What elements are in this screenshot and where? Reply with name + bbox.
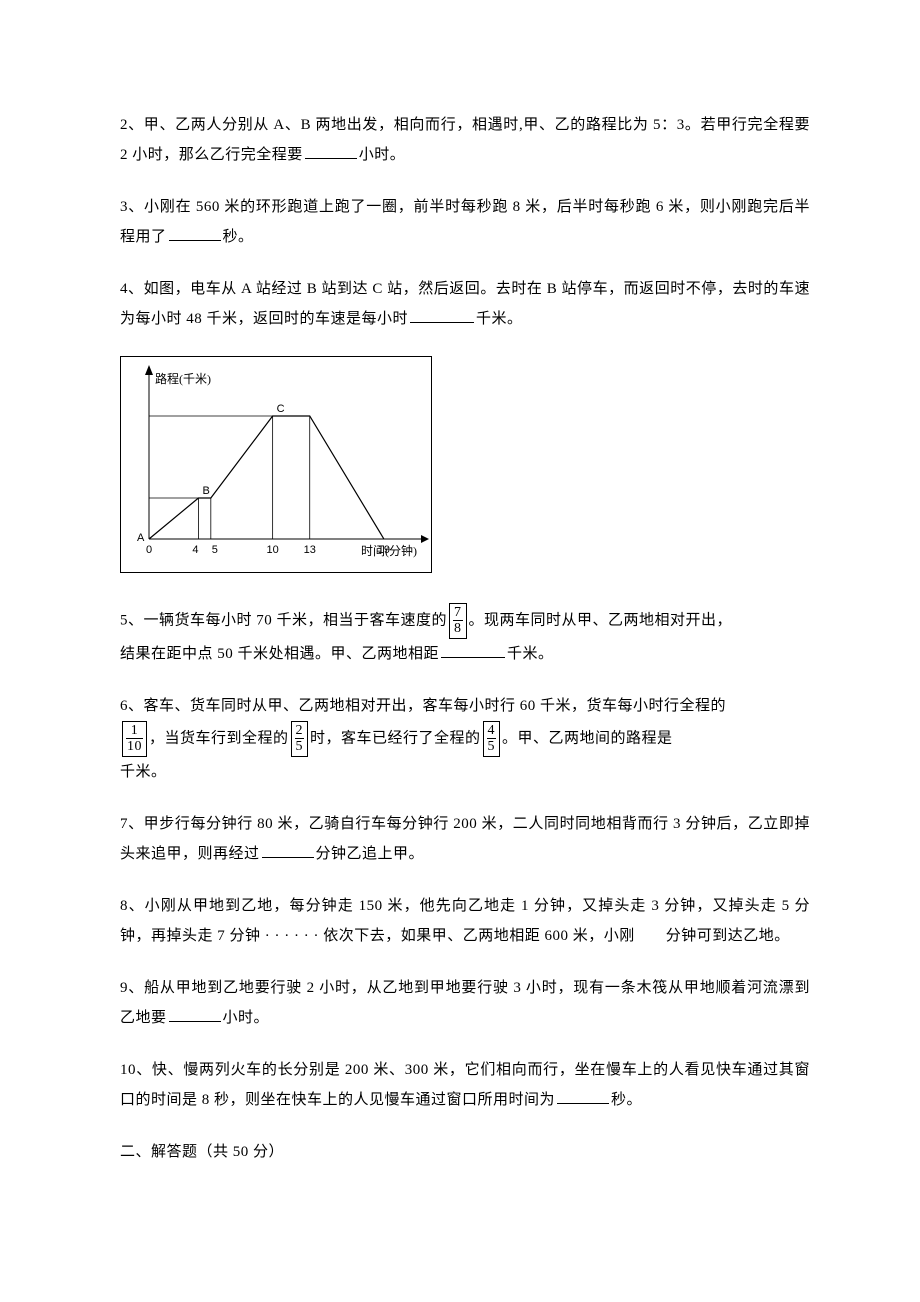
svg-text:0: 0 <box>146 544 152 556</box>
question-8: 8、小刚从甲地到乙地，每分钟走 150 米，他先向乙地走 1 分钟，又掉头走 3… <box>120 891 810 951</box>
fraction-4-5: 45 <box>483 721 501 757</box>
svg-text:10: 10 <box>267 544 279 556</box>
svg-text:4: 4 <box>192 544 198 556</box>
q5-a: 5、一辆货车每小时 70 千米，相当于客车速度的 <box>120 612 447 628</box>
q6-b: ，当货车行到全程的 <box>149 730 289 746</box>
q5-tail: 千米。 <box>507 646 554 662</box>
blank-q7 <box>262 842 314 858</box>
blank-q10 <box>557 1088 609 1104</box>
svg-text:19: 19 <box>378 544 390 556</box>
svg-text:C: C <box>277 403 285 415</box>
question-7: 7、甲步行每分钟行 80 米，乙骑自行车每分钟行 200 米，二人同时同地相背而… <box>120 809 810 869</box>
document-page: 2、甲、乙两人分别从 A、B 两地出发，相向而行，相遇时,甲、乙的路程比为 5：… <box>0 0 920 1249</box>
section-2-text: 二、解答题（共 50 分） <box>120 1144 284 1160</box>
distance-time-chart: 路程(千米)时间(分钟)045101319ABC <box>121 357 431 567</box>
q7-text: 7、甲步行每分钟行 80 米，乙骑自行车每分钟行 200 米，二人同时同地相背而… <box>120 816 810 862</box>
question-9: 9、船从甲地到乙地要行驶 2 小时，从乙地到甲地要行驶 3 小时，现有一条木筏从… <box>120 973 810 1033</box>
fraction-1-10: 110 <box>122 721 147 757</box>
fraction-2-5: 25 <box>291 721 309 757</box>
q2-text: 2、甲、乙两人分别从 A、B 两地出发，相向而行，相遇时,甲、乙的路程比为 5：… <box>120 117 810 163</box>
q6-tail: 千米。 <box>120 764 167 780</box>
section-2-header: 二、解答题（共 50 分） <box>120 1137 810 1167</box>
svg-text:5: 5 <box>212 544 218 556</box>
question-4: 4、如图，电车从 A 站经过 B 站到达 C 站，然后返回。去时在 B 站停车，… <box>120 274 810 334</box>
q5-b: 。现两车同时从甲、乙两地相对开出， <box>469 612 733 628</box>
q9-tail: 小时。 <box>223 1010 270 1026</box>
blank-q5 <box>441 642 505 658</box>
blank-q2 <box>305 143 357 159</box>
blank-q9 <box>169 1006 221 1022</box>
svg-text:路程(千米): 路程(千米) <box>155 371 211 386</box>
fraction-7-8: 78 <box>449 603 467 639</box>
q2-tail: 小时。 <box>359 147 406 163</box>
chart-figure: 路程(千米)时间(分钟)045101319ABC <box>120 356 810 573</box>
q3-tail: 秒。 <box>223 229 254 245</box>
question-2: 2、甲、乙两人分别从 A、B 两地出发，相向而行，相遇时,甲、乙的路程比为 5：… <box>120 110 810 170</box>
svg-text:13: 13 <box>304 544 316 556</box>
q10-tail: 秒。 <box>611 1092 642 1108</box>
question-6: 6、客车、货车同时从甲、乙两地相对开出，客车每小时行 60 千米，货车每小时行全… <box>120 691 810 787</box>
svg-text:B: B <box>202 485 209 497</box>
q7-tail: 分钟乙追上甲。 <box>316 846 425 862</box>
q6-d: 。甲、乙两地间的路程是 <box>502 730 673 746</box>
q5-c: 结果在距中点 50 千米处相遇。甲、乙两地相距 <box>120 646 439 662</box>
question-10: 10、快、慢两列火车的长分别是 200 米、300 米，它们相向而行，坐在慢车上… <box>120 1055 810 1115</box>
q6-c: 时，客车已经行了全程的 <box>310 730 481 746</box>
q4-tail: 千米。 <box>476 311 523 327</box>
q8-text: 8、小刚从甲地到乙地，每分钟走 150 米，他先向乙地走 1 分钟，又掉头走 3… <box>120 898 810 944</box>
question-5: 5、一辆货车每小时 70 千米，相当于客车速度的78。现两车同时从甲、乙两地相对… <box>120 603 810 669</box>
svg-text:A: A <box>137 532 145 544</box>
question-3: 3、小刚在 560 米的环形跑道上跑了一圈，前半时每秒跑 8 米，后半时每秒跑 … <box>120 192 810 252</box>
blank-q4 <box>410 307 474 323</box>
blank-q3 <box>169 225 221 241</box>
q10-text: 10、快、慢两列火车的长分别是 200 米、300 米，它们相向而行，坐在慢车上… <box>120 1062 810 1108</box>
q6-a: 6、客车、货车同时从甲、乙两地相对开出，客车每小时行 60 千米，货车每小时行全… <box>120 698 726 714</box>
chart-border: 路程(千米)时间(分钟)045101319ABC <box>120 356 432 573</box>
